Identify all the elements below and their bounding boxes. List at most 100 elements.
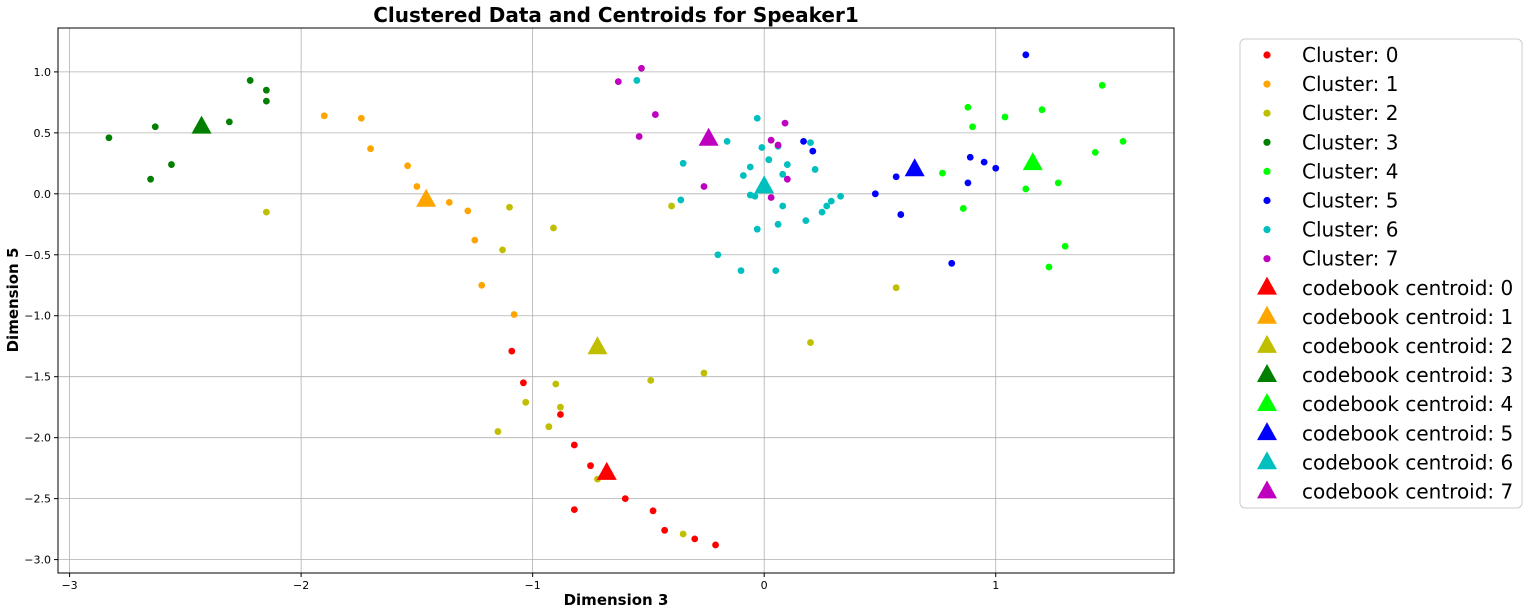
cluster-0-point	[508, 347, 516, 355]
cluster-4-point	[959, 205, 967, 212]
axis-ticks: −3 −2 −1 0 1 1.0 0.5 0.0 −0.5 −1.0 −1.5 −2.0 −2.5 −3.…	[24, 66, 999, 592]
legend-centroid-2-swatch	[1257, 334, 1277, 353]
plot-frame	[57, 27, 1175, 574]
cluster-7-point	[774, 141, 782, 149]
cluster-2-point	[522, 398, 530, 406]
cluster-0-point	[519, 379, 527, 387]
cluster-2-point	[700, 369, 708, 377]
cluster-3-point	[262, 86, 270, 94]
cluster-3-point	[225, 118, 233, 126]
legend: Cluster: 0 Cluster: 1 Cluster: 2 Cluster: 3…	[1239, 38, 1523, 509]
cluster-0-point	[570, 441, 578, 449]
legend-centroid-7-label: codebook centroid: 7	[1302, 480, 1513, 504]
cluster-2-point	[807, 339, 814, 346]
legend-cluster-0-label: Cluster: 0	[1302, 43, 1398, 67]
cluster-2-point	[499, 246, 506, 254]
cluster-5-point	[966, 153, 974, 161]
cluster-5-point	[809, 147, 817, 155]
cluster-0-point	[570, 506, 578, 513]
cluster-5-point	[892, 173, 900, 181]
cluster-3-point	[168, 161, 175, 168]
y-tick-label: −1.0	[24, 310, 51, 323]
legend-cluster-5-label: Cluster: 5	[1302, 189, 1398, 213]
cluster-6-point	[753, 114, 761, 122]
y-tick-label: −2.5	[24, 493, 51, 506]
cluster-5-point	[871, 190, 879, 198]
legend-cluster-0-swatch	[1263, 51, 1271, 59]
legend-centroid-6-swatch	[1257, 451, 1277, 470]
cluster-4-point	[1054, 179, 1062, 187]
cluster-3-point	[105, 134, 113, 142]
cluster-5-point	[897, 211, 905, 218]
cluster-2-point	[668, 202, 675, 210]
legend-centroid-1-swatch	[1257, 305, 1277, 324]
cluster-0-point	[661, 526, 669, 534]
cluster-1-point	[510, 311, 518, 318]
legend-cluster-4-swatch	[1263, 167, 1271, 175]
cluster-7-point	[635, 133, 643, 140]
x-tick-label: −3	[61, 579, 77, 592]
cluster-6-point	[779, 170, 787, 178]
cluster-1-point	[413, 183, 421, 190]
cluster-6-point	[818, 208, 826, 216]
cluster-6-point	[677, 196, 685, 204]
cluster-1-point	[404, 162, 412, 170]
y-tick-label: 0.0	[34, 188, 52, 201]
cluster-3-point	[147, 175, 155, 183]
cluster-3-point	[246, 77, 254, 84]
cluster-7-point	[781, 119, 789, 127]
cluster-6-point	[739, 172, 747, 179]
y-tick-label: 0.5	[34, 127, 52, 140]
y-tick-label: −2.0	[24, 432, 51, 445]
cluster-6-point	[783, 161, 791, 168]
cluster-6-point	[737, 267, 745, 275]
cluster-4-point	[1119, 137, 1127, 145]
cluster-6-point	[714, 251, 722, 259]
legend-centroid-5-label: codebook centroid: 5	[1302, 421, 1513, 445]
cluster-1-point	[478, 281, 486, 289]
cluster-6-point	[837, 192, 844, 200]
legend-cluster-3-label: Cluster: 3	[1302, 130, 1398, 154]
cluster-3-point	[151, 123, 159, 131]
cluster-0-point	[557, 411, 564, 418]
cluster-3-point	[262, 97, 270, 105]
cluster-4-point	[1098, 81, 1106, 89]
legend-cluster-6-label: Cluster: 6	[1302, 218, 1398, 242]
cluster-6-point	[772, 267, 780, 275]
cluster-1-point	[367, 145, 374, 153]
cluster-2-point	[506, 203, 513, 211]
cluster-4-point	[1045, 263, 1053, 271]
legend-centroid-1-label: codebook centroid: 1	[1302, 305, 1513, 329]
legend-cluster-4-label: Cluster: 4	[1302, 159, 1398, 183]
cluster-0-point	[712, 541, 719, 549]
cluster-6-point	[633, 77, 641, 84]
legend-cluster-2-label: Cluster: 2	[1302, 101, 1398, 125]
cluster-0-point	[621, 495, 629, 503]
y-tick-label: −1.5	[24, 371, 51, 384]
x-tick-label: 0	[761, 579, 768, 592]
cluster-7-point	[638, 64, 645, 72]
cluster-4-point	[969, 123, 976, 131]
cluster-6-point	[751, 192, 759, 200]
legend-cluster-1-label: Cluster: 1	[1302, 72, 1398, 96]
legend-cluster-3-swatch	[1263, 138, 1271, 146]
data-points	[105, 51, 1127, 549]
cluster-6-point	[679, 159, 687, 167]
cluster-2-point	[892, 284, 900, 292]
cluster-2-point	[550, 224, 557, 232]
cluster-7-point	[767, 194, 775, 201]
centroid-5-marker	[904, 158, 925, 177]
legend-centroid-0-label: codebook centroid: 0	[1302, 276, 1513, 300]
cluster-2-point	[494, 428, 502, 435]
cluster-6-point	[823, 202, 831, 210]
cluster-5-point	[1022, 51, 1030, 59]
cluster-6-point	[774, 220, 782, 228]
cluster-6-point	[807, 139, 814, 147]
cluster-5-point	[948, 259, 956, 267]
y-tick-label: −3.0	[24, 554, 51, 567]
cluster-6-point	[779, 202, 787, 210]
centroid-0-marker	[596, 461, 617, 480]
cluster-1-point	[471, 236, 479, 244]
y-axis-label: Dimension 5	[4, 248, 22, 353]
cluster-6-point	[753, 225, 761, 233]
